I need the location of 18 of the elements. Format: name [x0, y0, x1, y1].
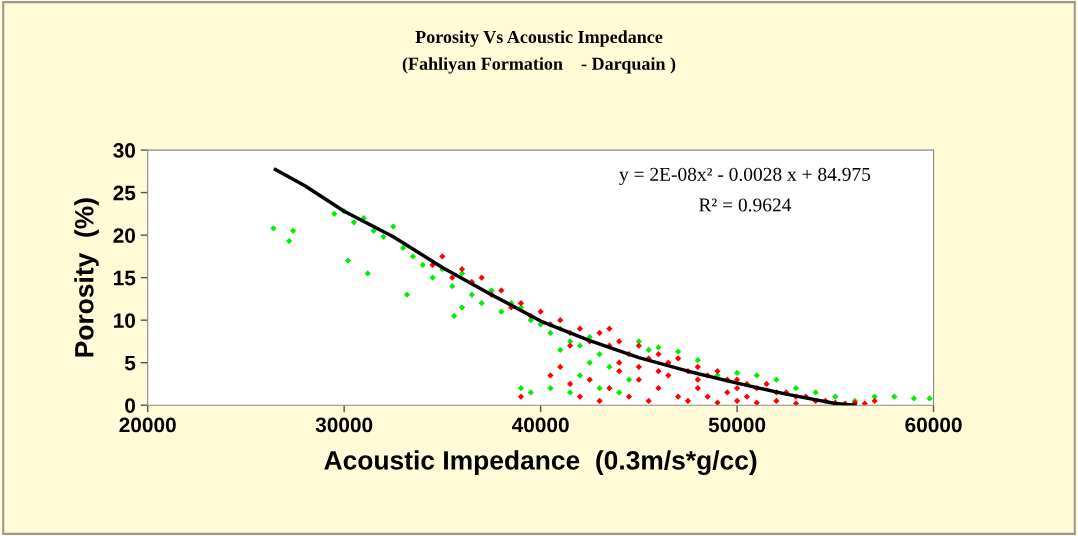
x-axis-title: Acoustic Impedance (0.3m/s*g/cc): [324, 450, 757, 476]
chart-title: Porosity Vs Acoustic Impedance: [415, 30, 663, 47]
y-axis-title: Porosity (%): [74, 198, 99, 357]
x-tick-label: 20000: [119, 417, 176, 433]
y-tick-label: 0: [125, 398, 136, 413]
x-tick-label: 60000: [905, 417, 962, 433]
y-tick-label: 10: [114, 313, 136, 328]
annotation: y = 2E-08x² - 0.0028 x + 84.975: [619, 167, 871, 185]
annotation: R² = 0.9624: [699, 198, 792, 212]
chart-subtitle: (Fahliyan Formation - Darquain ): [402, 57, 676, 74]
x-tick-label: 40000: [511, 417, 569, 433]
y-tick-label: 30: [113, 143, 136, 158]
y-tick-label: 5: [124, 355, 136, 371]
y-tick-label: 20: [113, 228, 136, 243]
y-tick-label: 25: [113, 185, 136, 201]
x-tick-label: 50000: [708, 417, 766, 433]
x-tick-label: 30000: [315, 417, 373, 433]
y-tick-label: 15: [114, 270, 136, 286]
